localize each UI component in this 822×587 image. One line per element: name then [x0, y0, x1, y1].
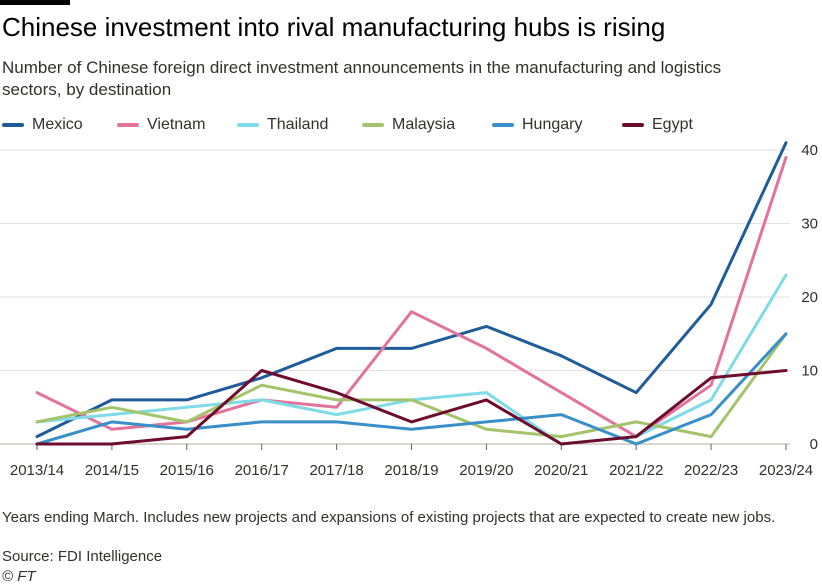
- legend-label: Thailand: [267, 116, 329, 133]
- y-tick-label: 0: [810, 436, 818, 453]
- y-tick-label: 40: [801, 142, 818, 159]
- legend-swatch: [117, 123, 139, 127]
- legend-swatch: [492, 123, 514, 127]
- copyright: © FT: [2, 568, 36, 585]
- x-tick-label: 2023/24: [759, 462, 813, 479]
- y-tick-label: 30: [801, 216, 818, 233]
- x-tick-label: 2018/19: [384, 462, 438, 479]
- x-tick-label: 2016/17: [235, 462, 289, 479]
- y-tick-label: 20: [801, 289, 818, 306]
- chart-footnote: Years ending March. Includes new project…: [2, 509, 776, 526]
- legend-item-thailand: Thailand: [237, 114, 328, 136]
- legend-swatch: [2, 123, 24, 127]
- x-tick-label: 2017/18: [309, 462, 363, 479]
- legend-swatch: [622, 123, 644, 127]
- legend-item-egypt: Egypt: [622, 114, 693, 136]
- series-line-vietnam: [35, 155, 788, 439]
- chart-source: Source: FDI Intelligence: [2, 548, 163, 565]
- legend-label: Hungary: [522, 116, 583, 133]
- legend-item-mexico: Mexico: [2, 114, 83, 136]
- chart-legend: Mexico Vietnam Thailand Malaysia Hungary Egyp…: [2, 114, 802, 136]
- legend-label: Mexico: [32, 116, 83, 133]
- legend-item-hungary: Hungary: [492, 114, 582, 136]
- legend-swatch: [362, 123, 384, 127]
- x-tick-label: 2019/20: [459, 462, 513, 479]
- x-tick-label: 2022/23: [684, 462, 738, 479]
- x-tick-label: 2021/22: [609, 462, 663, 479]
- chart-subtitle: Number of Chinese foreign direct investm…: [2, 58, 722, 99]
- brand-bar: [0, 0, 70, 5]
- x-tick-label: 2013/14: [10, 462, 64, 479]
- x-tick-label: 2015/16: [160, 462, 214, 479]
- line-chart: 0 10 20 30 40 2013/14 2014/15 2015/16 2016/17 201…: [0, 141, 818, 479]
- legend-label: Egypt: [652, 116, 693, 133]
- chart-title: Chinese investment into rival manufactur…: [2, 12, 666, 42]
- legend-label: Malaysia: [392, 116, 456, 133]
- legend-swatch: [237, 123, 259, 127]
- x-tick-label: 2020/21: [534, 462, 588, 479]
- legend-item-malaysia: Malaysia: [362, 114, 455, 136]
- series-line-egypt: [35, 369, 788, 446]
- legend-label: Vietnam: [147, 116, 206, 133]
- y-tick-label: 10: [801, 363, 818, 380]
- x-tick-label: 2014/15: [85, 462, 139, 479]
- series-line-mexico: [35, 141, 788, 439]
- legend-item-vietnam: Vietnam: [117, 114, 205, 136]
- series-line-thailand: [35, 273, 788, 446]
- series-line-hungary: [35, 332, 788, 446]
- series-line-malaysia: [35, 332, 788, 439]
